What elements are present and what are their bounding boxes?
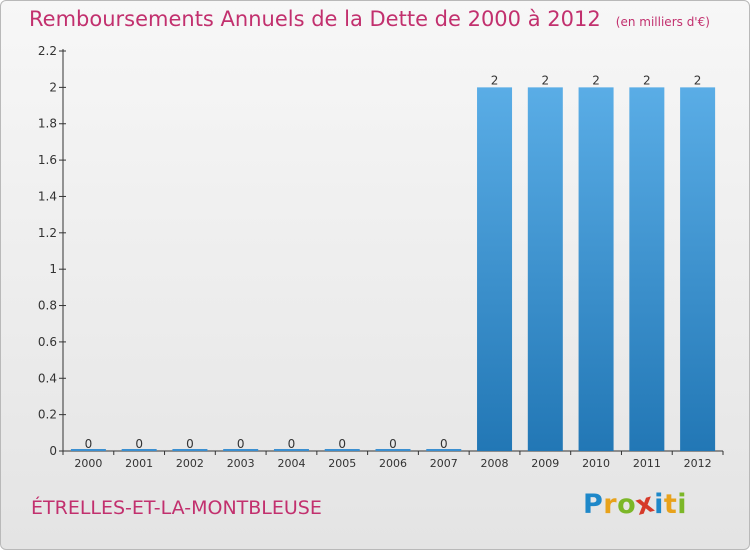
y-tick-label: 2.2: [38, 44, 57, 58]
bar: [223, 449, 259, 451]
logo-letter: r: [603, 489, 618, 520]
x-tick-label: 2000: [74, 457, 102, 470]
x-tick-label: 2010: [582, 457, 610, 470]
bar: [70, 449, 106, 451]
bar: [578, 87, 614, 451]
y-tick-label: 1: [49, 262, 57, 276]
x-tick-label: 2006: [379, 457, 407, 470]
data-label: 0: [85, 437, 93, 451]
data-label: 2: [643, 73, 651, 87]
bar: [680, 87, 716, 451]
bar: [426, 449, 462, 451]
x-tick-label: 2007: [430, 457, 458, 470]
data-label: 0: [338, 437, 346, 451]
data-label: 2: [541, 73, 549, 87]
x-tick-label: 2002: [176, 457, 204, 470]
data-label: 0: [186, 437, 194, 451]
chart-title: Remboursements Annuels de la Dette de 20…: [29, 7, 601, 31]
y-tick-label: 2: [49, 80, 57, 94]
x-tick-label: 2004: [277, 457, 305, 470]
y-tick-label: 1.2: [38, 226, 57, 240]
data-label: 2: [592, 73, 600, 87]
data-label: 2: [491, 73, 499, 87]
logo-letter: i: [654, 489, 664, 520]
bar: [273, 449, 309, 451]
bar: [121, 449, 157, 451]
bar: [324, 449, 360, 451]
x-tick-label: 2003: [227, 457, 255, 470]
y-tick-label: 0.2: [38, 408, 57, 422]
data-label: 0: [288, 437, 296, 451]
proxiti-logo: Proxiti: [583, 487, 688, 522]
bar: [629, 87, 665, 451]
logo-letter: t: [663, 489, 678, 520]
y-tick-label: 0.8: [38, 299, 57, 313]
chart-unit: (en milliers d'€): [615, 15, 710, 29]
y-tick-label: 1.4: [38, 189, 57, 203]
y-tick-label: 0.6: [38, 335, 57, 349]
data-label: 2: [694, 73, 702, 87]
y-tick-label: 1.6: [38, 153, 57, 167]
data-label: 0: [237, 437, 245, 451]
x-tick-label: 2012: [684, 457, 712, 470]
bar: [477, 87, 513, 451]
bar: [172, 449, 208, 451]
x-tick-label: 2009: [531, 457, 559, 470]
data-label: 0: [440, 437, 448, 451]
x-tick-label: 2011: [633, 457, 661, 470]
data-label: 0: [135, 437, 143, 451]
bar: [527, 87, 563, 451]
y-tick-label: 0.4: [38, 371, 57, 385]
logo-letter: i: [677, 489, 688, 520]
x-tick-label: 2001: [125, 457, 153, 470]
bar: [375, 449, 411, 451]
logo-letter: P: [583, 489, 604, 520]
title-row: Remboursements Annuels de la Dette de 20…: [29, 7, 710, 31]
y-tick-label: 0: [49, 444, 57, 458]
x-tick-label: 2008: [481, 457, 509, 470]
x-tick-label: 2005: [328, 457, 356, 470]
logo-letter: o: [617, 489, 637, 520]
data-label: 0: [389, 437, 397, 451]
commune-name: ÉTRELLES-ET-LA-MONTBLEUSE: [31, 497, 322, 519]
y-tick-label: 1.8: [38, 117, 57, 131]
